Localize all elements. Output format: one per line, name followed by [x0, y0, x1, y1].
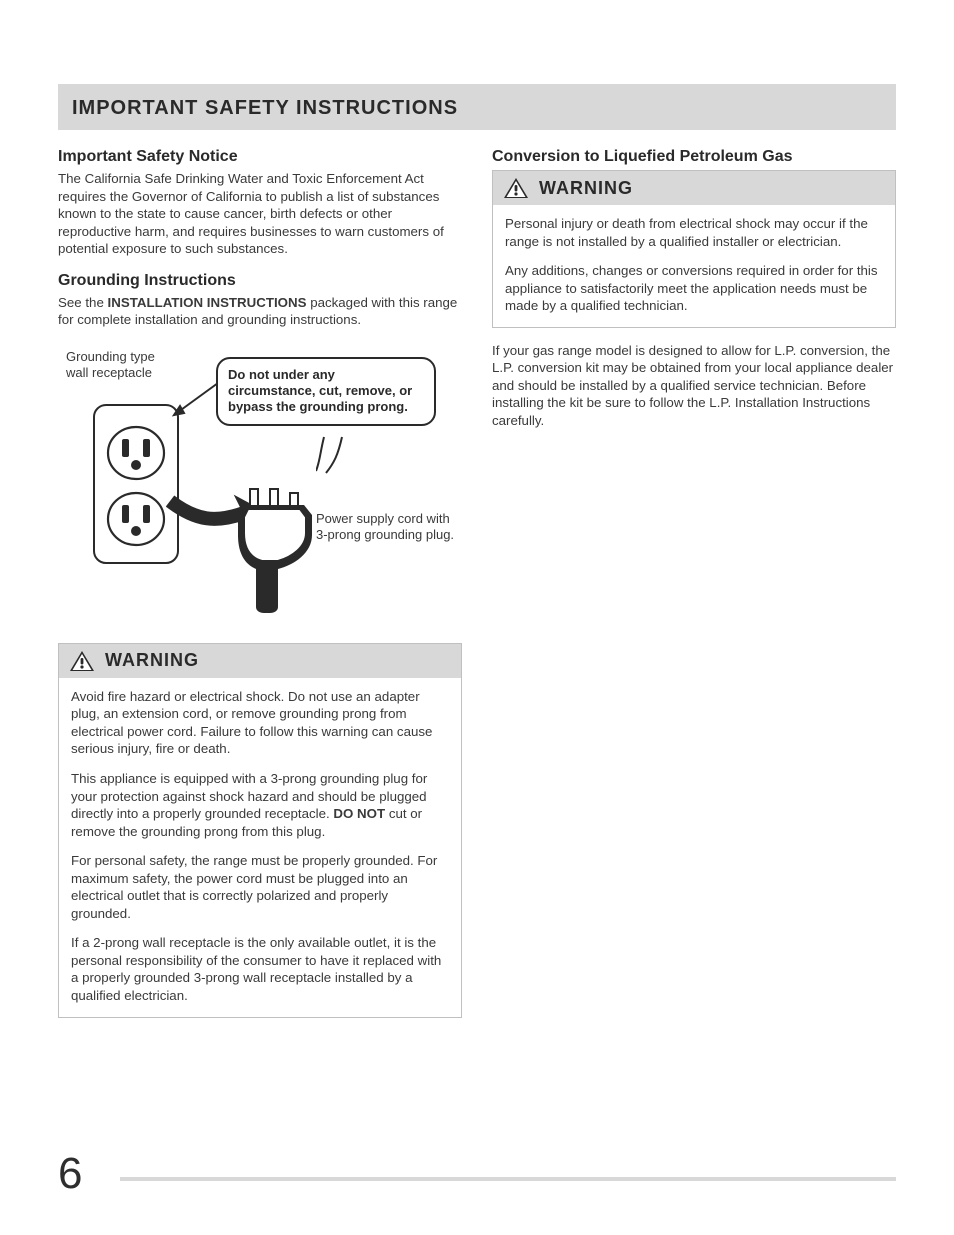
left-column: Important Safety Notice The California S… [58, 148, 462, 1032]
warning-p4: If a 2-prong wall receptacle is the only… [71, 934, 449, 1004]
warning-right-p2: Any additions, changes or conversions re… [505, 262, 883, 315]
warning-icon [69, 650, 95, 672]
grounding-diagram: Grounding type wall receptacle [58, 343, 462, 633]
page-number: 6 [58, 1149, 82, 1199]
warning-icon [503, 177, 529, 199]
wall-receptacle-icon [88, 399, 184, 569]
warning-p3: For personal safety, the range must be p… [71, 852, 449, 922]
warning-p1: Avoid fire hazard or electrical shock. D… [71, 688, 449, 758]
warning-header-right: WARNING [493, 171, 895, 205]
callout-tail-icon [316, 435, 356, 475]
content-columns: Important Safety Notice The California S… [58, 148, 896, 1032]
warning-label: WARNING [105, 650, 199, 671]
warning-p2: This appliance is equipped with a 3-pron… [71, 770, 449, 840]
callout-box: Do not under any circumstance, cut, remo… [216, 357, 436, 426]
right-column: Conversion to Liquefied Petroleum Gas WA… [492, 148, 896, 1032]
footer-rule [120, 1177, 896, 1181]
warning-box-right: WARNING Personal injury or death from el… [492, 170, 896, 328]
grounding-text: See the INSTALLATION INSTRUCTIONS packag… [58, 294, 462, 329]
page-title: IMPORTANT SAFETY INSTRUCTIONS [72, 97, 882, 120]
conversion-heading: Conversion to Liquefied Petroleum Gas [492, 148, 896, 166]
page: IMPORTANT SAFETY INSTRUCTIONS Important … [0, 0, 954, 1072]
plug-label: Power supply cord with 3-prong grounding… [316, 511, 456, 544]
warning-header: WARNING [59, 644, 461, 678]
safety-notice-text: The California Safe Drinking Water and T… [58, 170, 462, 258]
warning-p2-bold: DO NOT [333, 806, 385, 821]
warning-body-right: Personal injury or death from electrical… [493, 205, 895, 327]
plug-icon [234, 483, 364, 613]
grounding-bold: INSTALLATION INSTRUCTIONS [108, 295, 307, 310]
safety-notice-heading: Important Safety Notice [58, 148, 462, 166]
warning-label: WARNING [539, 178, 633, 199]
conversion-text: If your gas range model is designed to a… [492, 342, 896, 430]
warning-right-p1: Personal injury or death from electrical… [505, 215, 883, 250]
grounding-pre: See the [58, 295, 108, 310]
warning-body: Avoid fire hazard or electrical shock. D… [59, 678, 461, 1017]
title-bar: IMPORTANT SAFETY INSTRUCTIONS [58, 84, 896, 130]
receptacle-label: Grounding type wall receptacle [66, 349, 155, 382]
warning-box-left: WARNING Avoid fire hazard or electrical … [58, 643, 462, 1018]
grounding-heading: Grounding Instructions [58, 272, 462, 290]
